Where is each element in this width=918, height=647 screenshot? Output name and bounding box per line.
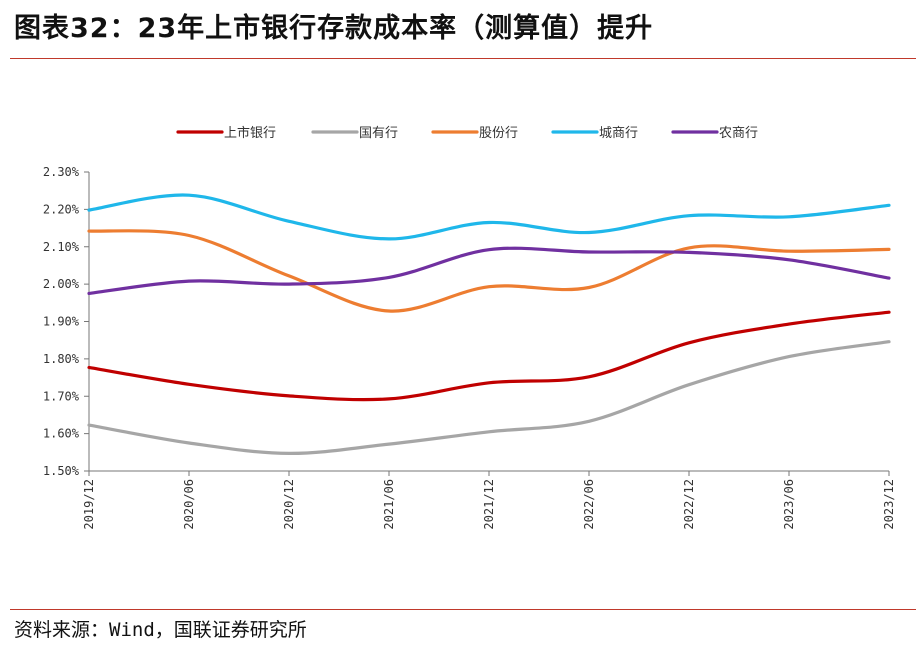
- series-line-3: [87, 193, 891, 241]
- x-tick-label: 2023/12: [882, 479, 896, 530]
- y-tick-label: 1.80%: [43, 352, 80, 366]
- y-axis: 1.50% 1.60% 1.70% 1.80% 1.90% 2.00% 2.10% 2.20%…: [43, 165, 90, 478]
- legend-label: 城商行: [599, 126, 638, 141]
- title-divider: [10, 58, 916, 59]
- source-note: 资料来源：Wind，国联证券研究所: [14, 619, 307, 641]
- plot-area: [87, 193, 891, 456]
- legend-label: 股份行: [479, 126, 518, 141]
- footer-divider: [10, 609, 916, 610]
- y-tick-label: 1.50%: [43, 464, 80, 478]
- y-tick-label: 1.70%: [43, 389, 80, 403]
- y-tick-label: 2.00%: [43, 277, 80, 291]
- legend-label: 上市银行: [224, 125, 276, 141]
- y-tick-label: 1.60%: [43, 427, 80, 441]
- y-tick-label: 1.90%: [43, 315, 80, 329]
- x-tick-label: 2022/06: [582, 479, 596, 530]
- series-line-1: [87, 340, 891, 456]
- x-tick-label: 2023/06: [782, 479, 796, 530]
- y-tick-label: 2.20%: [43, 202, 80, 216]
- series-line-2: [87, 229, 891, 313]
- x-tick-label: 2019/12: [82, 479, 96, 530]
- legend-label: 农商行: [719, 126, 758, 141]
- y-tick-label: 2.10%: [43, 240, 80, 254]
- x-tick-label: 2020/06: [182, 479, 196, 530]
- x-tick-label: 2021/12: [482, 479, 496, 530]
- x-tick-label: 2021/06: [382, 479, 396, 530]
- x-tick-label: 2020/12: [282, 479, 296, 530]
- series-line-4: [87, 246, 891, 296]
- chart-legend: 上市银行 国有行 股份行 城商行 农商行: [176, 125, 758, 141]
- y-tick-label: 2.30%: [43, 165, 80, 179]
- chart-title: 图表32：23年上市银行存款成本率（测算值）提升: [14, 13, 654, 44]
- x-axis: 2019/12 2020/06 2020/12 2021/06 2021/12 2022/…: [82, 470, 896, 530]
- series-line-0: [87, 310, 891, 402]
- x-tick-label: 2022/12: [682, 479, 696, 530]
- legend-label: 国有行: [359, 126, 398, 141]
